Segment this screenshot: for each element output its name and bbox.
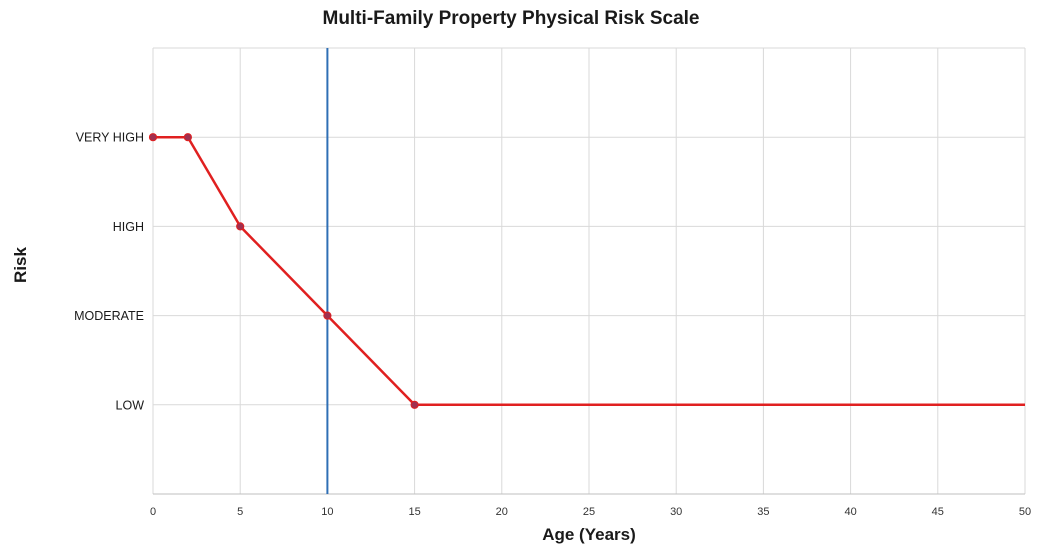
x-axis-label: Age (Years) [542,525,636,544]
data-point [236,222,245,231]
x-tick-label: 30 [670,506,682,518]
data-point [148,133,158,142]
y-tick-label: MODERATE [74,309,144,323]
x-tick-label: 20 [496,506,508,518]
x-tick-label: 15 [408,506,420,518]
x-tick-label: 50 [1019,506,1031,518]
x-tick-label: 25 [583,506,595,518]
series-line [153,135,1025,407]
tick-label-layer: 0 5 10 15 20 25 30 35 40 45 50 LOW MODERATE HIGH VERY … [74,131,1031,518]
x-tick-label: 40 [844,506,856,518]
data-point [323,311,332,320]
x-tick-label: 10 [321,506,333,518]
data-point [410,400,419,409]
chart-title: Multi-Family Property Physical Risk Scal… [323,8,700,29]
y-axis-label: Risk [11,247,30,283]
x-tick-label: 35 [757,506,769,518]
y-tick-label: LOW [116,398,145,412]
x-tick-label: 5 [237,506,243,518]
y-tick-label: VERY HIGH [76,131,144,145]
data-point [183,133,192,142]
x-tick-label: 0 [150,506,156,518]
y-tick-label: HIGH [113,220,144,234]
series-layer [148,133,1025,409]
x-tick-label: 45 [932,506,944,518]
